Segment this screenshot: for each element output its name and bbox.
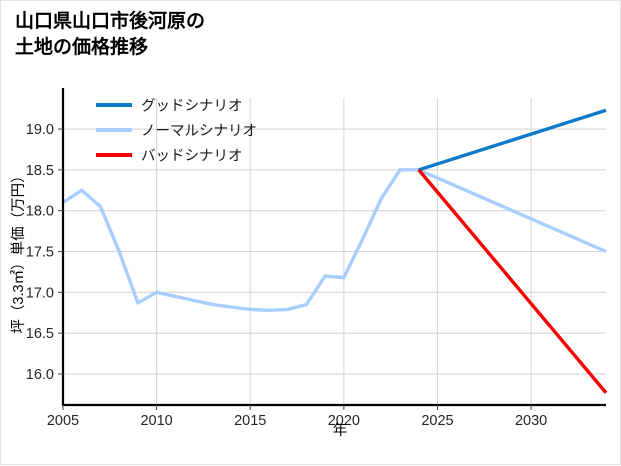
y-tick-label: 19.0	[26, 122, 54, 138]
axes	[58, 88, 606, 410]
x-tick-label: 2030	[515, 413, 547, 429]
y-tick-label: 18.5	[26, 163, 54, 179]
legend-label: バッドシナリオ	[141, 149, 243, 165]
y-tick-label: 18.0	[26, 204, 54, 220]
series-line	[418, 108, 607, 172]
legend-label: ノーマルシナリオ	[141, 124, 257, 140]
page-title: 山口県山口市後河原の 土地の価格推移	[15, 11, 206, 59]
x-axis-tick-labels: 2005 2010 2015 2020 2025 2030	[47, 413, 547, 429]
series-line	[62, 168, 607, 312]
y-tick-label: 17.5	[26, 245, 54, 261]
x-tick-label: 2005	[47, 413, 79, 429]
series-lines	[62, 108, 608, 394]
x-axis-title: 年	[333, 422, 348, 439]
y-tick-label: 16.0	[26, 367, 54, 383]
y-tick-label: 17.0	[26, 285, 54, 301]
legend-label: グッドシナリオ	[141, 98, 243, 115]
y-axis-tick-labels: 16.0 16.5 17.0 17.5 18.0 18.5 19.0	[26, 122, 54, 383]
x-tick-label: 2020	[328, 413, 360, 429]
y-axis-title: 坪（3.3㎡）単価（万円）	[10, 168, 27, 333]
x-tick-label: 2025	[421, 413, 453, 429]
x-tick-label: 2010	[140, 413, 172, 429]
y-tick-label: 16.5	[26, 326, 54, 342]
series-line	[417, 168, 608, 394]
gridlines	[62, 98, 606, 405]
x-tick-label: 2015	[234, 413, 266, 429]
